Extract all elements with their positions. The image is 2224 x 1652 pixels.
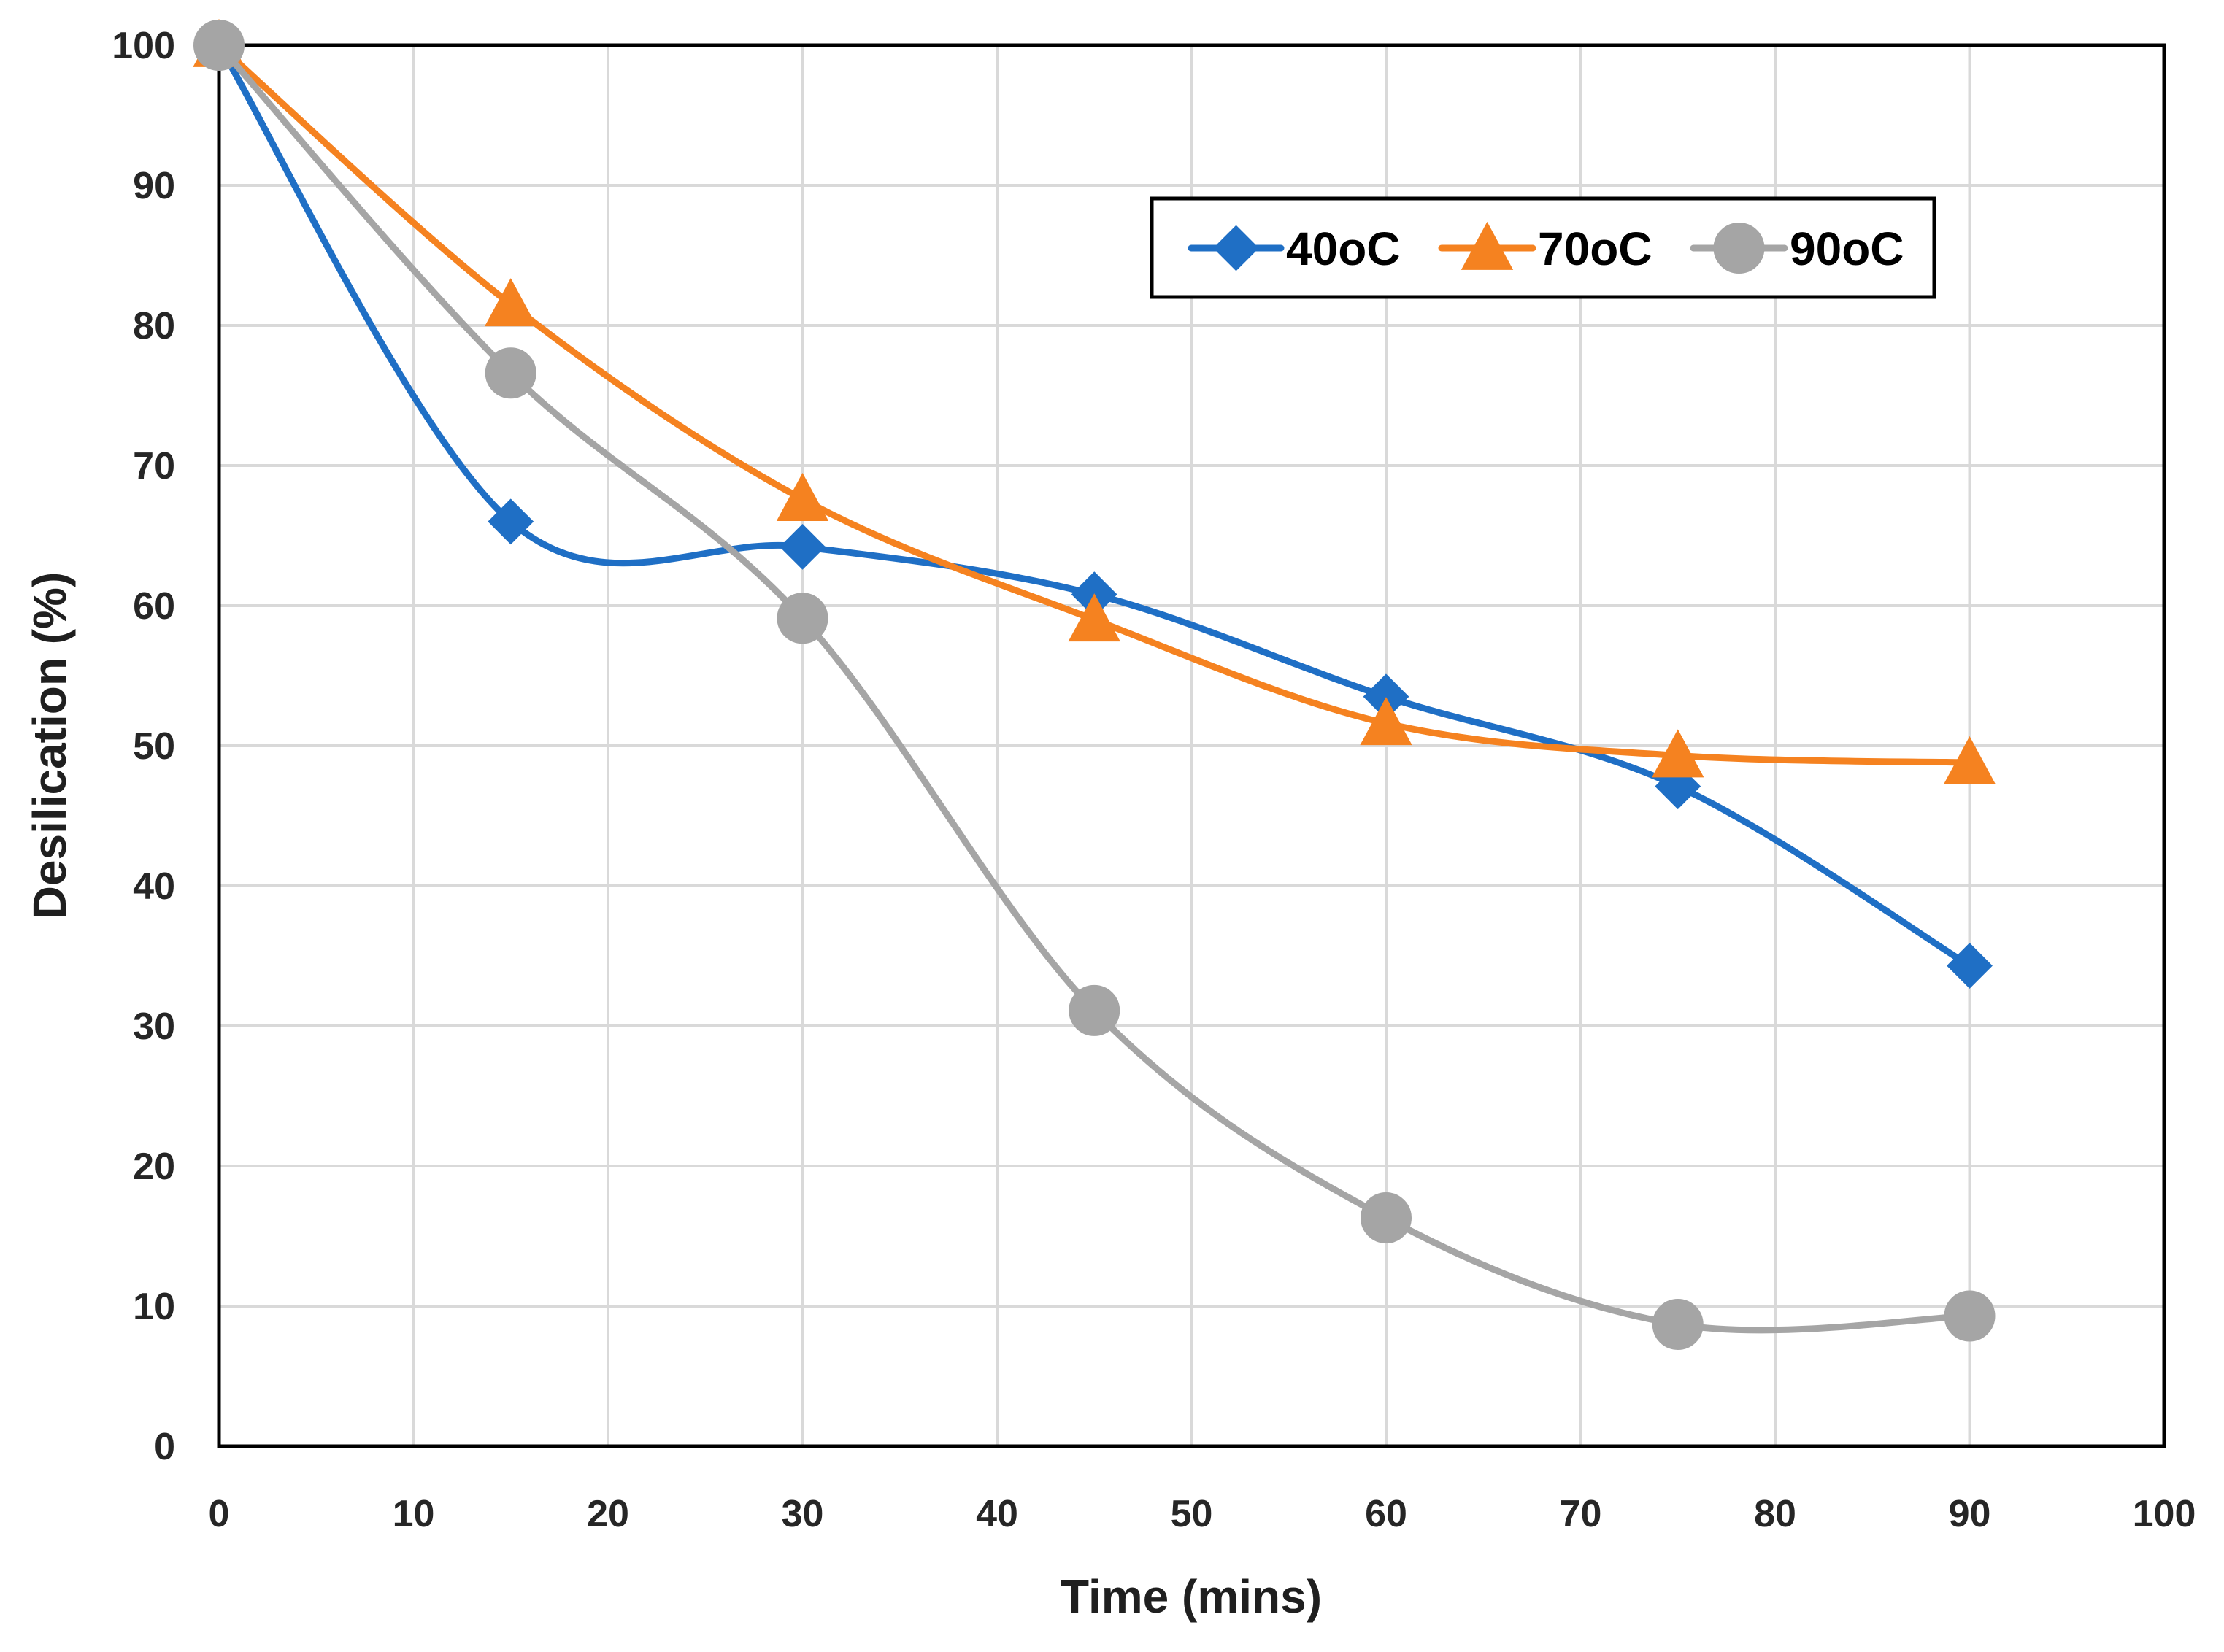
series-line-70oc [215, 42, 1973, 766]
data-point-40oc [780, 523, 826, 570]
series-90oc [193, 20, 1996, 1350]
legend-entry-70oc: 70oC [1438, 221, 1652, 275]
data-point-40oc [488, 498, 534, 545]
series-70oc [193, 18, 1996, 784]
legend-marker-40oc [1213, 225, 1259, 271]
y-tick-label: 0 [154, 1426, 175, 1468]
plot-area-border [217, 43, 2166, 1448]
legend: 40oC 70oC 90oC [1150, 196, 1936, 299]
data-point-70oc [1652, 729, 1704, 778]
y-tick-label: 100 [112, 25, 175, 67]
data-point-70oc [1068, 593, 1120, 642]
data-point-70oc [485, 278, 537, 327]
y-tick-label: 60 [133, 585, 175, 628]
series-layer [193, 18, 1996, 1350]
x-tick-label: 100 [2133, 1493, 2196, 1535]
x-tick-label: 90 [1949, 1493, 1991, 1535]
x-tick-label: 50 [1171, 1493, 1213, 1535]
x-tick-label: 80 [1754, 1493, 1796, 1535]
x-tick-label: 10 [393, 1493, 435, 1535]
legend-label-40oc: 40oC [1286, 223, 1401, 275]
y-tick-label: 10 [133, 1286, 175, 1328]
legend-marker-90oc [1713, 223, 1765, 274]
series-40oc [196, 22, 1993, 989]
legend-label-90oc: 90oC [1790, 223, 1904, 275]
legend-entry-40oc: 40oC [1188, 223, 1401, 275]
data-point-90oc [193, 20, 245, 71]
data-point-70oc [776, 472, 829, 521]
series-line-40oc [215, 42, 1973, 969]
data-point-90oc [1944, 1290, 1996, 1342]
x-tick-label: 70 [1560, 1493, 1602, 1535]
data-point-70oc [1943, 736, 1996, 784]
x-tick-label: 0 [209, 1493, 230, 1535]
y-tick-label: 80 [133, 305, 175, 347]
y-axis-title: Desilication (%) [23, 572, 76, 920]
data-point-90oc [485, 347, 536, 399]
data-point-70oc [1360, 697, 1412, 746]
data-point-90oc [1069, 984, 1120, 1036]
y-tick-label: 50 [133, 725, 175, 768]
data-point-90oc [1652, 1298, 1704, 1350]
y-tick-label: 40 [133, 865, 175, 908]
x-tick-label: 60 [1365, 1493, 1407, 1535]
data-point-90oc [1361, 1192, 1412, 1244]
x-tick-label: 20 [587, 1493, 629, 1535]
y-tick-label: 20 [133, 1146, 175, 1188]
y-tick-label: 30 [133, 1006, 175, 1048]
y-tick-label: 90 [133, 165, 175, 207]
y-tick-label: 70 [133, 445, 175, 487]
x-tick-label: 40 [976, 1493, 1018, 1535]
x-tick-label: 30 [782, 1493, 824, 1535]
data-point-40oc [1947, 943, 1993, 989]
legend-entry-90oc: 90oC [1690, 223, 1904, 275]
legend-marker-70oc [1461, 221, 1514, 270]
data-point-90oc [777, 593, 828, 644]
tick-labels: 0 10 20 30 40 50 60 70 80 90 100 0 10 20 30 40 50 60 70 80 9… [112, 25, 2196, 1535]
legend-label-70oc: 70oC [1538, 223, 1652, 275]
x-axis-title: Time (mins) [1061, 1570, 1322, 1623]
